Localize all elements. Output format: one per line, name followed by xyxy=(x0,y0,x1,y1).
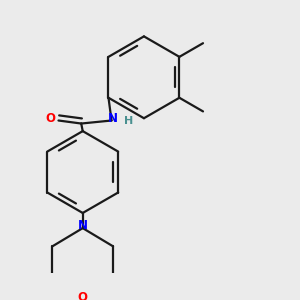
Text: N: N xyxy=(108,112,118,125)
Text: O: O xyxy=(78,291,88,300)
Text: H: H xyxy=(124,116,133,125)
Text: O: O xyxy=(45,112,55,125)
Text: N: N xyxy=(78,219,88,232)
